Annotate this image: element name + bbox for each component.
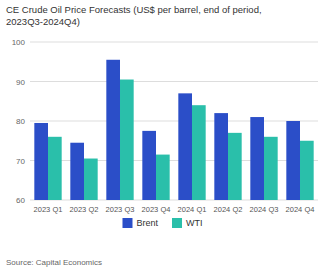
y-tick-label: 80 (16, 117, 25, 126)
x-tick-label: 2023 Q4 (142, 205, 171, 214)
y-tick-label: 60 (16, 196, 25, 205)
x-tick-label: 2024 Q1 (178, 205, 207, 214)
bar (300, 141, 314, 200)
bar (142, 131, 156, 200)
x-tick-label: 2024 Q3 (250, 205, 279, 214)
x-tick-label: 2023 Q3 (106, 205, 135, 214)
bar (70, 143, 84, 200)
legend-label: WTI (186, 218, 203, 228)
y-tick-label: 100 (12, 38, 26, 47)
x-tick-label: 2024 Q2 (214, 205, 243, 214)
legend: Brent WTI (122, 218, 202, 228)
chart: CE Crude Oil Price Forecasts (US$ per ba… (0, 0, 325, 273)
legend-swatch (172, 218, 182, 228)
bar (106, 60, 120, 200)
bar (214, 113, 228, 200)
title-line: 2023Q3-2024Q4) (6, 16, 80, 27)
bars (34, 60, 313, 200)
title: CE Crude Oil Price Forecasts (US$ per ba… (6, 4, 262, 27)
bar (192, 105, 206, 200)
source: Source: Capital Economics (6, 258, 102, 267)
bar (250, 117, 264, 200)
bar (178, 93, 192, 200)
bar (286, 121, 300, 200)
grid-line (30, 42, 318, 43)
grid-line (30, 121, 318, 122)
bar (34, 123, 48, 200)
bar (120, 80, 134, 200)
bar (48, 137, 62, 200)
bar (84, 159, 98, 200)
bar (228, 133, 242, 200)
legend-label: Brent (136, 218, 158, 228)
bar (156, 155, 170, 200)
y-tick-label: 70 (16, 157, 25, 166)
y-tick-label: 90 (16, 78, 25, 87)
x-tick-label: 2023 Q2 (70, 205, 99, 214)
legend-swatch (122, 218, 132, 228)
title-line: CE Crude Oil Price Forecasts (US$ per ba… (6, 4, 262, 15)
x-tick-label: 2024 Q4 (286, 205, 315, 214)
x-tick-label: 2023 Q1 (34, 205, 63, 214)
grid-line (30, 81, 318, 82)
bar (264, 137, 278, 200)
